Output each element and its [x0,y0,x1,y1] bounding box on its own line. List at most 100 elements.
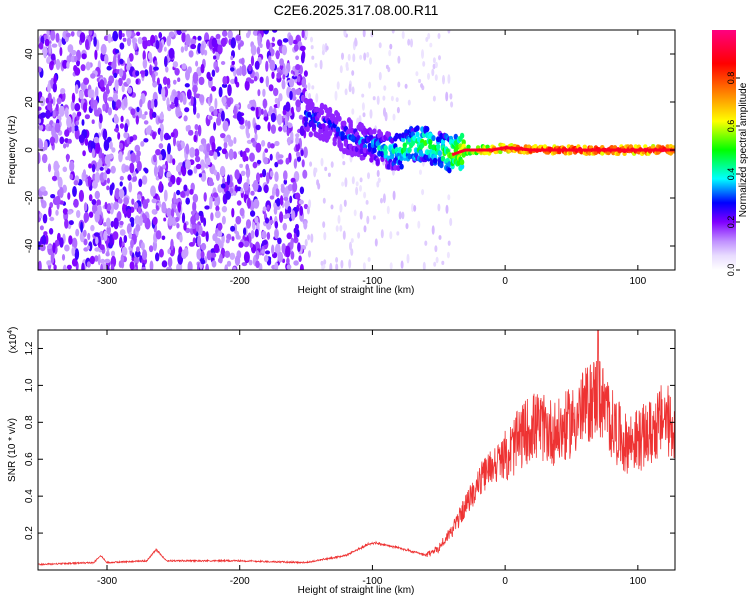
heatmap-faint-cell [351,108,355,115]
heatmap-ridge-cell [407,153,412,160]
heatmap-faint-cell [366,215,370,225]
heatmap-noise-cell [255,124,261,131]
heatmap-faint-cell [441,260,445,265]
heatmap-noise-cell [138,215,143,227]
heatmap-noise-cell [102,104,106,112]
heatmap-noise-cell [176,176,181,186]
heatmap-noise-cell [278,126,283,132]
snr-plot [38,330,675,567]
heatmap-faint-cell [314,63,318,68]
heatmap-noise-cell [128,53,134,62]
heatmap-noise-cell [71,258,78,267]
heatmap-noise-cell [38,66,42,73]
heatmap-noise-cell [76,111,82,117]
heatmap-noise-cell [80,82,85,91]
heatmap-noise-cell [294,192,301,200]
heatmap-noise-cell [45,97,49,104]
heatmap-ridge-cell [307,111,312,118]
heatmap-noise-cell [127,57,130,68]
heatmap-noise-cell [289,78,295,88]
heatmap-noise-cell [150,185,156,197]
snr-xlabel: Height of straight line (km) [298,585,415,596]
heatmap-noise-cell [209,115,213,121]
heatmap-noise-cell [159,112,164,120]
heatmap-faint-cell [351,86,355,95]
heatmap-noise-cell [292,39,298,45]
heatmap-noise-cell [158,248,164,258]
heatmap-noise-cell [42,190,48,197]
heatmap-ridge-cell [383,149,388,156]
heatmap-noise-cell [263,116,269,121]
heatmap-faint-cell [407,38,411,46]
heatmap-faint-cell [308,250,311,258]
heatmap-noise-cell [167,143,171,155]
heatmap-noise-cell [185,197,190,205]
heatmap-noise-cell [163,217,167,222]
heatmap-noise-cell [229,187,234,194]
heatmap-noise-cell [100,263,104,270]
heatmap-noise-cell [256,159,262,165]
heatmap-faint-cell [372,96,376,101]
colorbar-gradient [712,30,736,270]
heatmap-noise-cell [238,241,244,248]
heatmap-noise-cell [290,251,295,260]
heatmap-noise-cell [135,246,140,253]
heatmap-noise-cell [141,175,148,185]
heatmap-noise-cell [261,230,267,239]
heatmap-noise-cell [256,221,260,232]
heatmap-noise-cell [66,61,70,69]
heatmap-noise-cell [67,138,72,144]
heatmap-noise-cell [190,215,197,225]
heatmap-noise-cell [139,70,146,75]
heatmap-noise-cell [121,84,125,93]
heatmap-noise-cell [195,223,200,232]
snr-ytick-label: 1.2 [24,341,35,355]
heatmap-noise-cell [187,169,193,176]
heatmap-noise-cell [140,242,145,251]
heatmap-faint-cell [404,83,408,89]
heatmap-noise-cell [198,76,205,86]
heatmap-noise-cell [134,215,141,226]
heatmap-noise-cell [62,264,67,270]
heatmap-noise-cell [262,168,267,178]
heatmap-noise-cell [232,266,237,270]
heatmap-noise-cell [288,35,294,46]
heatmap-noise-cell [39,244,46,252]
heatmap-faint-cell [392,190,396,201]
heatmap-ridge-cell [318,128,323,134]
heatmap-noise-cell [277,159,283,165]
heatmap-ridge-cell [671,145,675,150]
heatmap-noise-cell [104,201,108,210]
heatmap-noise-cell [200,172,207,182]
heatmap-noise-cell [42,213,48,224]
heatmap-ytick-label: -40 [24,238,35,253]
heatmap-noise-cell [269,195,275,200]
heatmap-noise-cell [217,44,223,55]
heatmap-noise-cell [199,159,206,171]
heatmap-noise-cell [277,154,284,159]
heatmap-faint-cell [322,197,326,204]
heatmap-noise-cell [83,212,90,223]
heatmap-faint-cell [330,204,334,210]
heatmap-noise-cell [160,129,164,142]
heatmap-noise-cell [245,147,250,153]
heatmap-noise-cell [70,31,75,37]
heatmap-noise-cell [129,162,135,174]
heatmap-noise-cell [161,201,167,213]
heatmap-faint-cell [427,72,430,80]
heatmap-noise-cell [105,217,111,228]
heatmap-faint-cell [359,177,363,183]
heatmap-noise-cell [43,34,48,40]
heatmap-noise-cell [119,236,123,248]
heatmap-noise-cell [282,38,289,43]
heatmap-faint-cell [389,43,393,50]
heatmap-noise-cell [158,154,163,161]
heatmap-noise-cell [142,50,146,61]
heatmap-noise-cell [91,119,95,124]
heatmap-noise-cell [38,118,42,124]
heatmap-faint-cell [367,172,370,180]
heatmap-ridge-cell [337,115,342,122]
heatmap-noise-cell [198,144,205,152]
heatmap-noise-cell [118,77,123,87]
